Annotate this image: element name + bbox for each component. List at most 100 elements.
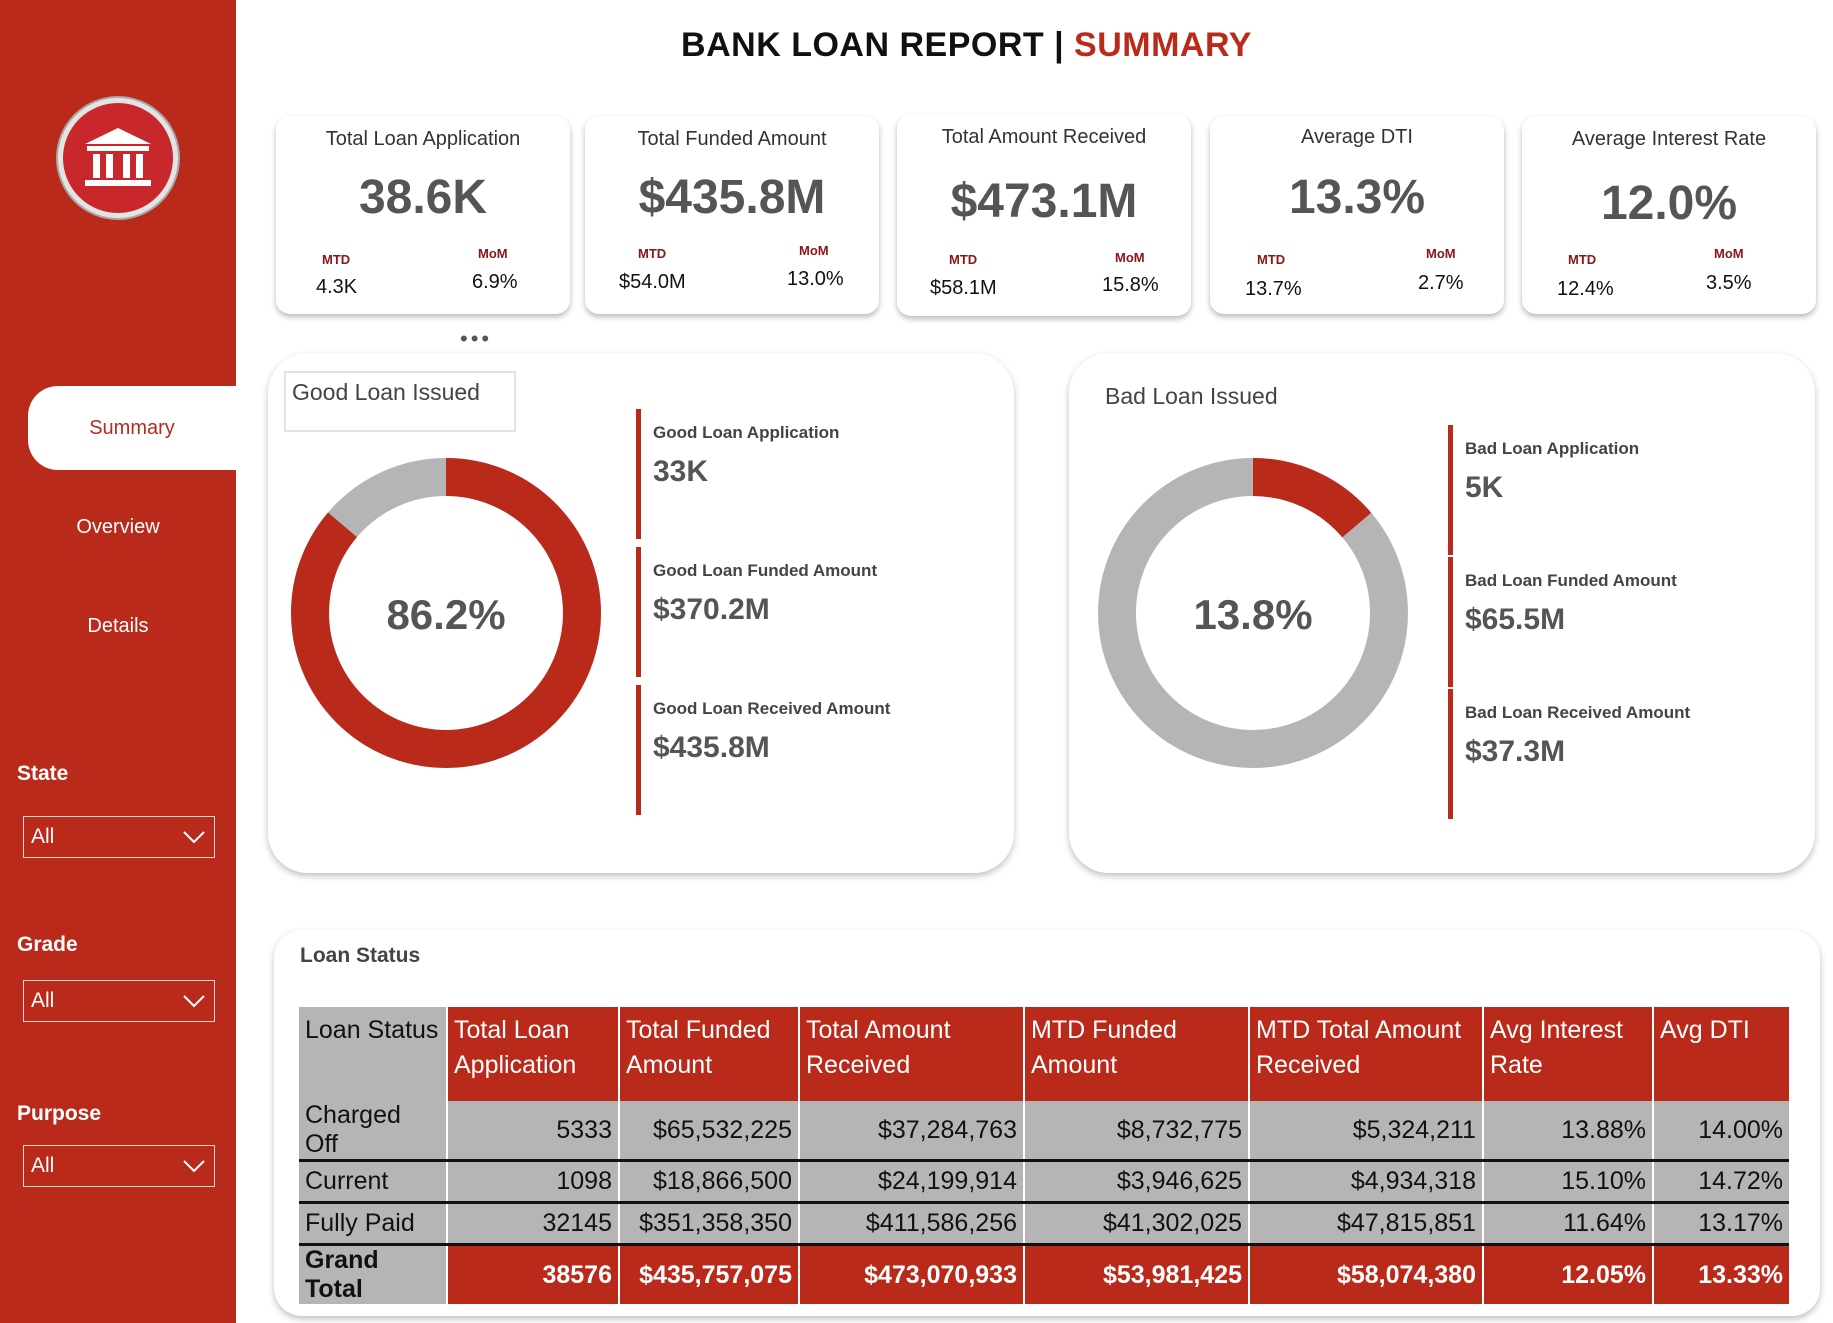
table-cell: 5333: [446, 1101, 619, 1162]
table-cell: 13.17%: [1652, 1202, 1789, 1246]
column-header-avg-dti[interactable]: Avg DTI: [1652, 1007, 1789, 1101]
kpi-mom-label: MoM: [799, 243, 829, 258]
metric-value: $435.8M: [653, 731, 770, 764]
table-cell: $18,866,500: [618, 1160, 799, 1204]
kpi-title: Total Amount Received: [941, 126, 1147, 148]
nav-details[interactable]: Details: [0, 584, 236, 668]
table-cell: 12.05%: [1482, 1244, 1653, 1304]
table-cell: $37,284,763: [798, 1101, 1024, 1162]
page-title: BANK LOAN REPORT | SUMMARY: [236, 26, 1697, 65]
kpi-value: 12.0%: [1600, 177, 1738, 230]
kpi-value: $435.8M: [638, 171, 826, 224]
kpi-card-total-funded-amount[interactable]: Total Funded Amount $435.8M MTD MoM $54.…: [585, 116, 879, 314]
kpi-card-average-dti[interactable]: Average DTI 13.3% MTD MoM 13.7% 2.7%: [1210, 116, 1504, 314]
bad-loan-funded-metric: Bad Loan Funded Amount $65.5M: [1448, 557, 1768, 687]
chevron-down-icon: [183, 831, 205, 844]
metric-label: Good Loan Application: [653, 423, 840, 442]
more-options-icon[interactable]: •••: [460, 326, 493, 351]
table-cell: 1098: [446, 1160, 619, 1204]
kpi-title: Total Loan Application: [325, 128, 521, 150]
kpi-mom-label: MoM: [1714, 246, 1744, 261]
kpi-mtd-label: MTD: [322, 252, 351, 267]
table-row[interactable]: Fully Paid 32145 $351,358,350 $411,586,2…: [299, 1202, 1789, 1246]
kpi-card-average-interest-rate[interactable]: Average Interest Rate 12.0% MTD MoM 12.4…: [1522, 116, 1816, 314]
nav-overview-label: Overview: [76, 515, 160, 538]
metric-label: Bad Loan Received Amount: [1465, 703, 1691, 722]
kpi-mtd-value: $54.0M: [619, 271, 686, 293]
good-loan-donut-arc: [291, 458, 601, 768]
good-loan-panel: Good Loan Issued 86.2% Good Loan Applica…: [268, 353, 1014, 873]
nav-details-label: Details: [87, 614, 149, 637]
column-header-avg-interest-rate[interactable]: Avg Interest Rate: [1482, 1007, 1653, 1101]
state-dropdown[interactable]: All: [23, 816, 215, 858]
table-cell: Charged Off: [299, 1101, 447, 1162]
metric-label: Bad Loan Application: [1465, 439, 1640, 458]
bank-icon: [85, 128, 151, 186]
table-header-row: Loan Status Total Loan Application Total…: [299, 1007, 1789, 1101]
chevron-down-icon: [183, 995, 205, 1008]
chevron-down-icon: [183, 1160, 205, 1173]
column-header-loan-status[interactable]: Loan Status: [299, 1007, 447, 1101]
table-cell: $411,586,256: [798, 1202, 1024, 1246]
table-cell: 14.00%: [1652, 1101, 1789, 1162]
purpose-dropdown-value: All: [31, 1154, 55, 1177]
metric-value: $37.3M: [1465, 735, 1566, 768]
table-row[interactable]: Charged Off 5333 $65,532,225 $37,284,763…: [299, 1101, 1789, 1162]
kpi-mtd-label: MTD: [1257, 252, 1286, 267]
metric-label: Good Loan Received Amount: [653, 699, 891, 718]
state-filter-label: State: [17, 762, 69, 785]
table-total-row[interactable]: Grand Total 38576 $435,757,075 $473,070,…: [299, 1244, 1789, 1304]
kpi-mtd-label: MTD: [1568, 252, 1597, 267]
page-title-accent: SUMMARY: [1074, 26, 1252, 64]
loan-status-panel: Loan Status Loan Status Total Loan Appli…: [274, 930, 1820, 1316]
metric-value: 5K: [1465, 471, 1504, 504]
column-header-total-amount-received[interactable]: Total Amount Received: [798, 1007, 1024, 1101]
kpi-title: Average DTI: [1301, 126, 1413, 148]
metric-value: 33K: [653, 455, 709, 488]
kpi-mom-value: 15.8%: [1102, 274, 1159, 296]
column-header-total-funded-amount[interactable]: Total Funded Amount: [618, 1007, 799, 1101]
nav-summary[interactable]: Summary: [28, 386, 238, 470]
metric-label: Good Loan Funded Amount: [653, 561, 878, 580]
state-dropdown-value: All: [31, 825, 55, 848]
good-loan-donut: [291, 458, 601, 768]
column-header-total-loan-application[interactable]: Total Loan Application: [446, 1007, 619, 1101]
kpi-mtd-label: MTD: [638, 246, 667, 261]
bad-loan-received-metric: Bad Loan Received Amount $37.3M: [1448, 689, 1768, 819]
table-cell: $47,815,851: [1248, 1202, 1483, 1246]
table-cell: $24,199,914: [798, 1160, 1024, 1204]
bad-loan-panel: Bad Loan Issued 13.8% Bad Loan Applicati…: [1069, 353, 1815, 873]
table-cell: $435,757,075: [618, 1244, 799, 1304]
kpi-mom-label: MoM: [1115, 250, 1145, 265]
kpi-card-total-amount-received[interactable]: Total Amount Received $473.1M MTD MoM $5…: [897, 114, 1191, 316]
loan-status-title: Loan Status: [300, 944, 421, 967]
grade-dropdown[interactable]: All: [23, 980, 215, 1022]
metric-value: $65.5M: [1465, 603, 1566, 636]
sidebar: Summary Overview Details State All Grade…: [0, 0, 238, 1323]
kpi-mom-label: MoM: [478, 246, 508, 261]
table-cell: 38576: [446, 1244, 619, 1304]
column-header-mtd-funded-amount[interactable]: MTD Funded Amount: [1023, 1007, 1249, 1101]
bad-loan-application-metric: Bad Loan Application 5K: [1448, 425, 1768, 555]
kpi-mom-label: MoM: [1426, 246, 1456, 261]
kpi-card-total-loan-application[interactable]: Total Loan Application 38.6K MTD MoM 4.3…: [276, 116, 570, 314]
loan-status-table: Loan Status Total Loan Application Total…: [299, 1007, 1789, 1304]
table-cell: Grand Total: [299, 1244, 447, 1304]
bank-logo: [58, 98, 178, 218]
column-header-mtd-total-amount-received[interactable]: MTD Total Amount Received: [1248, 1007, 1483, 1101]
kpi-mom-value: 6.9%: [472, 271, 518, 293]
table-cell: $53,981,425: [1023, 1244, 1249, 1304]
kpi-value: $473.1M: [950, 175, 1138, 228]
purpose-dropdown[interactable]: All: [23, 1145, 215, 1187]
bad-loan-donut-arc: [1098, 458, 1408, 768]
table-cell: Fully Paid: [299, 1202, 447, 1246]
table-cell: 11.64%: [1482, 1202, 1653, 1246]
kpi-mtd-value: $58.1M: [930, 277, 997, 299]
good-loan-received-metric: Good Loan Received Amount $435.8M: [636, 685, 956, 815]
nav-overview[interactable]: Overview: [0, 485, 236, 569]
metric-value: $370.2M: [653, 593, 770, 626]
table-row[interactable]: Current 1098 $18,866,500 $24,199,914 $3,…: [299, 1160, 1789, 1204]
good-loan-title: Good Loan Issued: [284, 371, 516, 432]
table-cell: $5,324,211: [1248, 1101, 1483, 1162]
good-loan-percent: 86.2%: [386, 591, 506, 638]
